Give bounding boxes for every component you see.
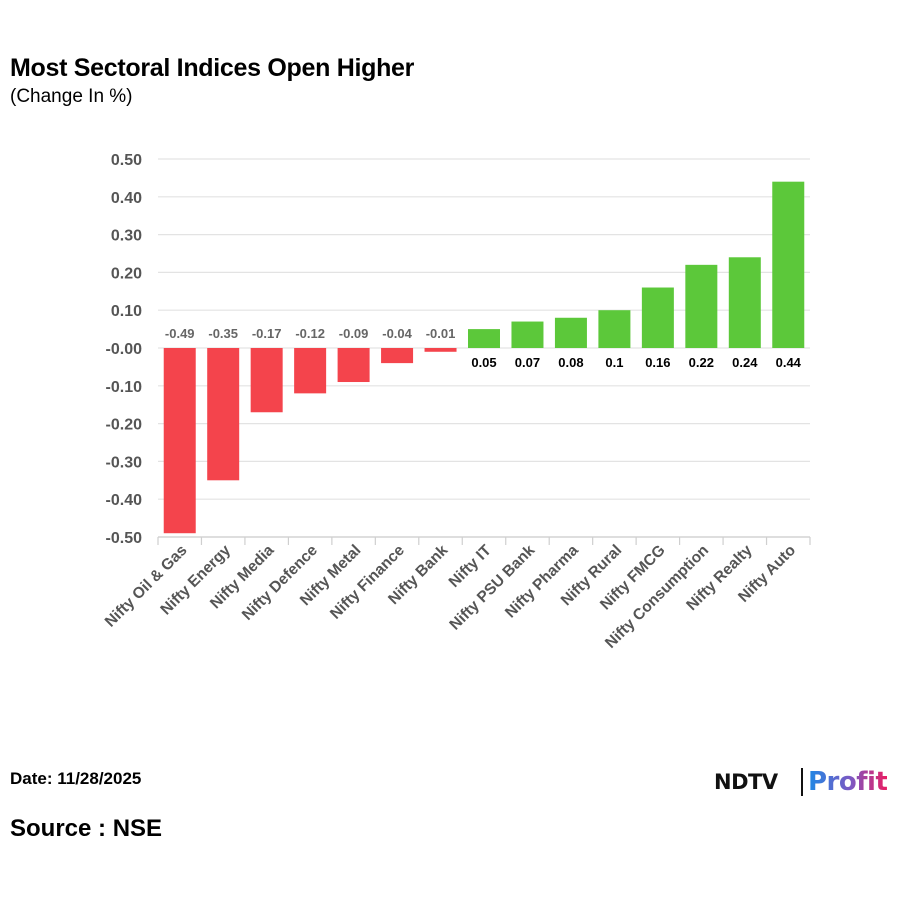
y-axis-ticks: 0.50 0.40 0.30 0.20 0.10 -0.00 -0.10 -0.20 -0.30…: [106, 152, 143, 547]
bar: [511, 321, 544, 348]
source-label: Source : NSE: [10, 815, 163, 842]
y-tick-label: -0.40: [106, 492, 143, 509]
bar: [250, 348, 283, 413]
bar: [294, 348, 327, 394]
bar: [641, 287, 674, 348]
data-label: 0.08: [558, 355, 583, 370]
ndtv-profit-logo: NDTV Profit: [714, 766, 894, 800]
data-label: 0.07: [515, 355, 540, 370]
y-tick-label: -0.20: [106, 417, 143, 434]
x-tick-label: Nifty Defence: [239, 542, 321, 624]
data-label: -0.35: [208, 326, 238, 341]
data-label: -0.09: [339, 326, 369, 341]
data-labels: -0.49 -0.35 -0.17 -0.12 -0.09 -0.04 -0.01 0.05 0…: [165, 326, 802, 370]
data-label: -0.01: [426, 326, 456, 341]
bar-chart: 0.50 0.40 0.30 0.20 0.10 -0.00 -0.10 -0.20 -0.30…: [102, 152, 811, 652]
bar: [685, 264, 718, 348]
data-label: 0.1: [605, 355, 623, 370]
ndtv-wordmark: NDTV: [714, 770, 778, 794]
bar: [207, 348, 240, 481]
bar: [598, 310, 631, 348]
y-tick-label: -0.10: [106, 379, 143, 396]
y-tick-label: 0.20: [111, 265, 142, 282]
date-label: Date: 11/28/2025: [10, 769, 142, 788]
logo-divider: [801, 768, 803, 796]
data-label: -0.12: [295, 326, 325, 341]
y-tick-label: 0.40: [111, 190, 142, 207]
bar: [381, 348, 414, 364]
data-label: 0.05: [471, 355, 496, 370]
bar: [728, 257, 761, 348]
data-label: -0.17: [252, 326, 282, 341]
bar: [337, 348, 370, 383]
y-tick-label: 0.30: [111, 228, 142, 245]
bar: [468, 329, 500, 348]
bar: [424, 348, 457, 352]
y-tick-label: 0.10: [111, 303, 142, 320]
data-label: 0.44: [776, 355, 802, 370]
chart-title: Most Sectoral Indices Open Higher: [10, 54, 415, 82]
y-tick-label: -0.30: [106, 454, 143, 471]
bar: [163, 348, 196, 534]
y-tick-label: -0.50: [106, 530, 143, 547]
y-tick-label: 0.50: [111, 152, 142, 169]
bars: [163, 181, 805, 534]
data-label: 0.16: [645, 355, 670, 370]
data-label: -0.04: [382, 326, 412, 341]
profit-wordmark: Profit: [808, 767, 888, 797]
bar: [772, 181, 805, 348]
data-label: 0.22: [689, 355, 714, 370]
data-label: 0.24: [732, 355, 758, 370]
data-label: -0.49: [165, 326, 195, 341]
y-tick-label: -0.00: [106, 341, 143, 358]
bar: [554, 317, 587, 348]
chart-subtitle: (Change In %): [10, 86, 133, 107]
